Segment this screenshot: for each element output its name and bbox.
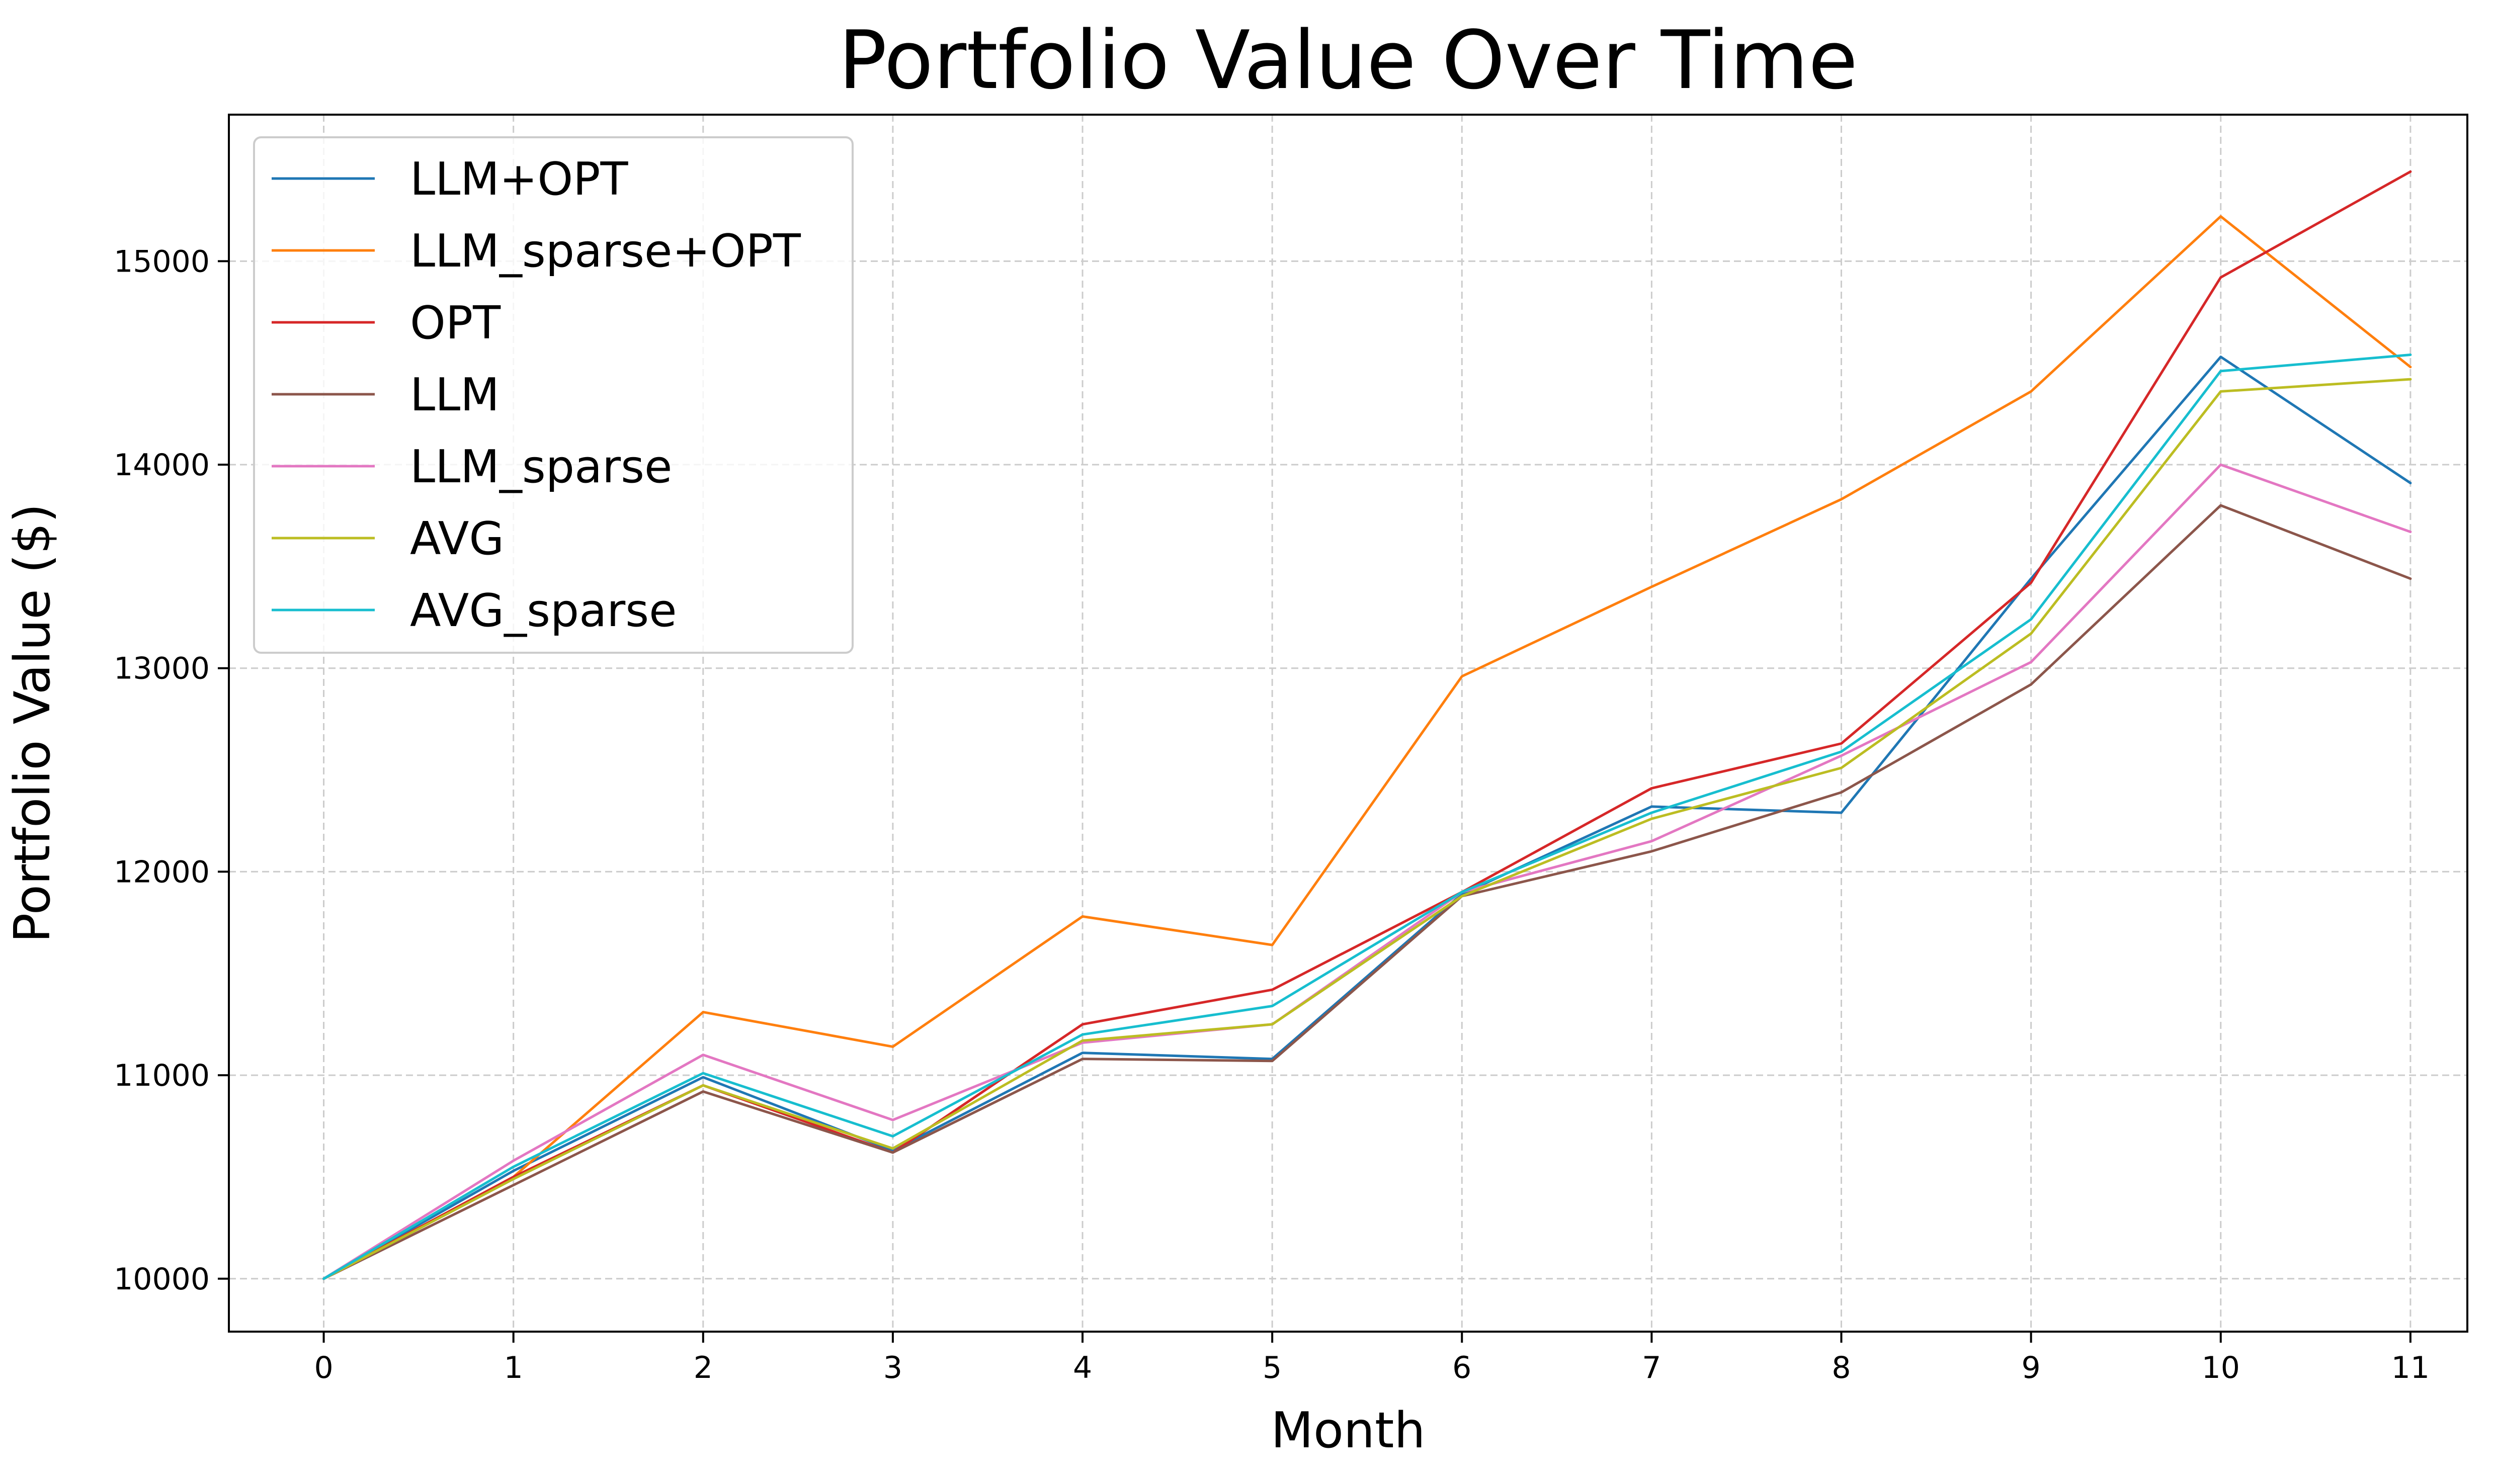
x-tick-label: 3 [883, 1350, 902, 1385]
series-line-llm-sparse-opt [322, 215, 2412, 1280]
series-line-llm-opt [322, 356, 2412, 1280]
x-axis-label: Month [1271, 1402, 1425, 1459]
x-tick-label: 9 [2022, 1350, 2041, 1385]
legend-box [253, 136, 854, 654]
y-axis-ticks: 10000 11000 12000 13000 14000 15000 [114, 244, 229, 1297]
series-line-avg [322, 378, 2412, 1280]
y-tick-label: 13000 [114, 651, 210, 686]
plot-area-frame [228, 114, 2468, 1333]
x-tick-label: 1 [504, 1350, 523, 1385]
x-tick-label: 0 [314, 1350, 333, 1385]
legend: LLM+OPT LLM_sparse+OPT OPT LLM LLM_sparse AVG… [253, 136, 854, 654]
legend-label: OPT [410, 297, 501, 350]
chart-title: Portfolio Value Over Time [839, 13, 1858, 107]
legend-label: LLM [410, 369, 500, 421]
series-line-llm [322, 504, 2412, 1280]
x-tick-label: 4 [1073, 1350, 1092, 1385]
y-tick-label: 14000 [114, 448, 210, 483]
legend-label: LLM_sparse [410, 441, 672, 493]
x-tick-label: 5 [1263, 1350, 1282, 1385]
x-tick-label: 10 [2202, 1350, 2240, 1385]
legend-label: AVG_sparse [410, 584, 677, 637]
legend-items: LLM+OPT LLM_sparse+OPT OPT LLM LLM_sparse AVG… [272, 153, 801, 637]
x-tick-label: 2 [694, 1350, 713, 1385]
x-tick-label: 11 [2391, 1350, 2430, 1385]
series-layer [322, 170, 2412, 1280]
legend-label: AVG [410, 512, 504, 565]
x-tick-label: 8 [1832, 1350, 1851, 1385]
legend-label: LLM_sparse+OPT [410, 225, 801, 278]
x-axis-ticks: 0 1 2 3 4 5 6 7 8 9 10 11 [314, 1332, 2430, 1385]
legend-label: LLM+OPT [410, 153, 628, 206]
series-line-avg-sparse [322, 354, 2412, 1280]
series-line-llm-sparse [322, 463, 2412, 1280]
y-tick-label: 11000 [114, 1058, 210, 1093]
x-tick-label: 6 [1452, 1350, 1471, 1385]
y-tick-label: 15000 [114, 244, 210, 279]
y-tick-label: 12000 [114, 854, 210, 890]
y-tick-label: 10000 [114, 1262, 210, 1297]
y-axis-label: Portfolio Value ($) [4, 503, 61, 942]
x-tick-label: 7 [1642, 1350, 1661, 1385]
